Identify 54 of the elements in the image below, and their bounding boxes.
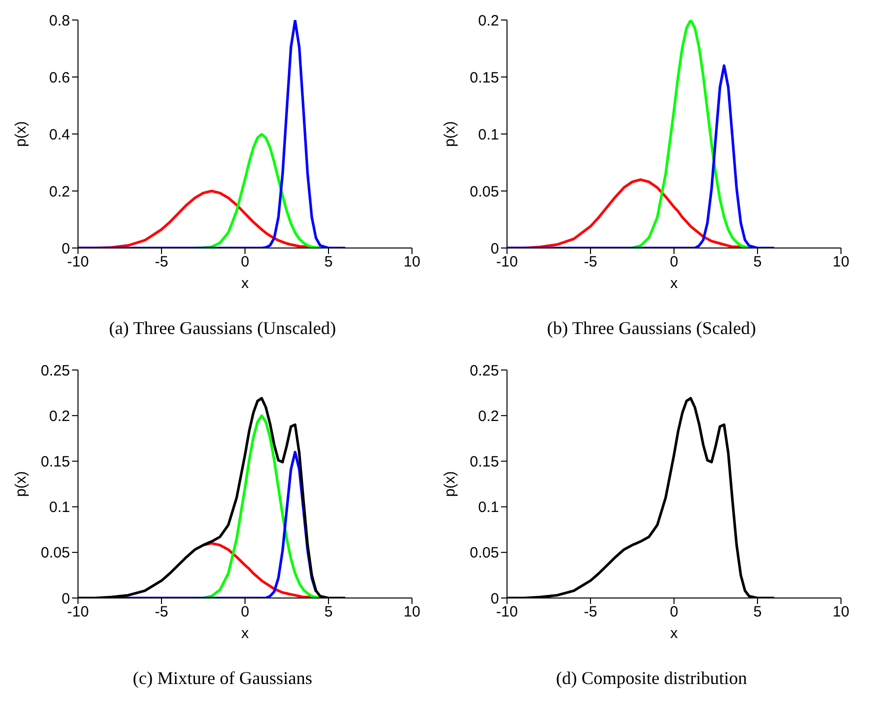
y-tick-label: 0.05 [40,544,70,562]
y-tick-label: 0.05 [470,183,499,200]
x-tick-label: -10 [67,254,89,271]
x-axis-title: x [670,275,678,292]
y-tick-label: 0 [490,240,499,258]
x-axis-title: x [670,625,678,642]
x-tick-label: -5 [154,604,168,621]
x-tick-label: 0 [670,604,678,621]
y-tick-label: 0.4 [49,126,70,144]
y-tick-label: 0.15 [470,69,499,86]
y-tick-label: 0.1 [49,499,70,516]
y-tick-label: 0.2 [478,408,499,425]
y-tick-label: 0.1 [478,126,499,144]
y-tick-label: 0 [62,240,70,258]
x-tick-label: 10 [404,604,420,621]
x-tick-label: 5 [324,604,333,621]
y-tick-label: 0.15 [470,454,499,471]
x-tick-label: -10 [496,254,518,271]
x-axis-title: x [241,275,250,292]
text: (b) Three Gaussians (Scaled) [546,318,758,339]
text: (a) Three Gaussians (Unscaled) [108,318,338,339]
y-tick-label: 0.2 [49,408,70,425]
x-tick-label: 10 [404,254,420,271]
text: (d) Composite distribution [555,668,748,689]
x-tick-label: 0 [240,604,250,621]
x-axis-title: x [241,625,250,642]
x-tick-label: -5 [154,254,168,271]
x-tick-label: 5 [753,604,762,621]
x-tick-label: -10 [67,604,89,621]
y-tick-label: 0.1 [478,499,499,516]
x-tick-label: 10 [832,254,850,271]
y-axis-title: p(x) [441,471,458,497]
x-tick-label: 5 [324,254,333,271]
x-tick-label: 0 [670,254,678,271]
y-tick-label: 0 [490,590,499,608]
y-tick-label: 0.2 [478,12,499,30]
text: (c) Mixture of Gaussians [132,668,314,689]
x-tick-label: -10 [496,604,518,621]
y-tick-label: 0.8 [49,12,70,30]
y-tick-label: 0.6 [49,69,70,86]
y-tick-label: 0 [62,590,70,608]
x-tick-label: 0 [240,254,250,271]
y-axis-title: p(x) [441,121,458,147]
x-tick-label: 10 [832,604,850,621]
y-tick-label: 0.25 [470,362,499,380]
y-tick-label: 0.15 [40,454,70,471]
x-tick-label: 5 [753,254,762,271]
y-tick-label: 0.2 [49,183,70,200]
y-axis-title: p(x) [12,121,30,147]
y-tick-label: 0.05 [470,544,499,562]
y-tick-label: 0.25 [40,362,70,380]
x-tick-label: -5 [584,604,598,621]
y-axis-title: p(x) [12,471,30,497]
x-tick-label: -5 [584,254,598,271]
